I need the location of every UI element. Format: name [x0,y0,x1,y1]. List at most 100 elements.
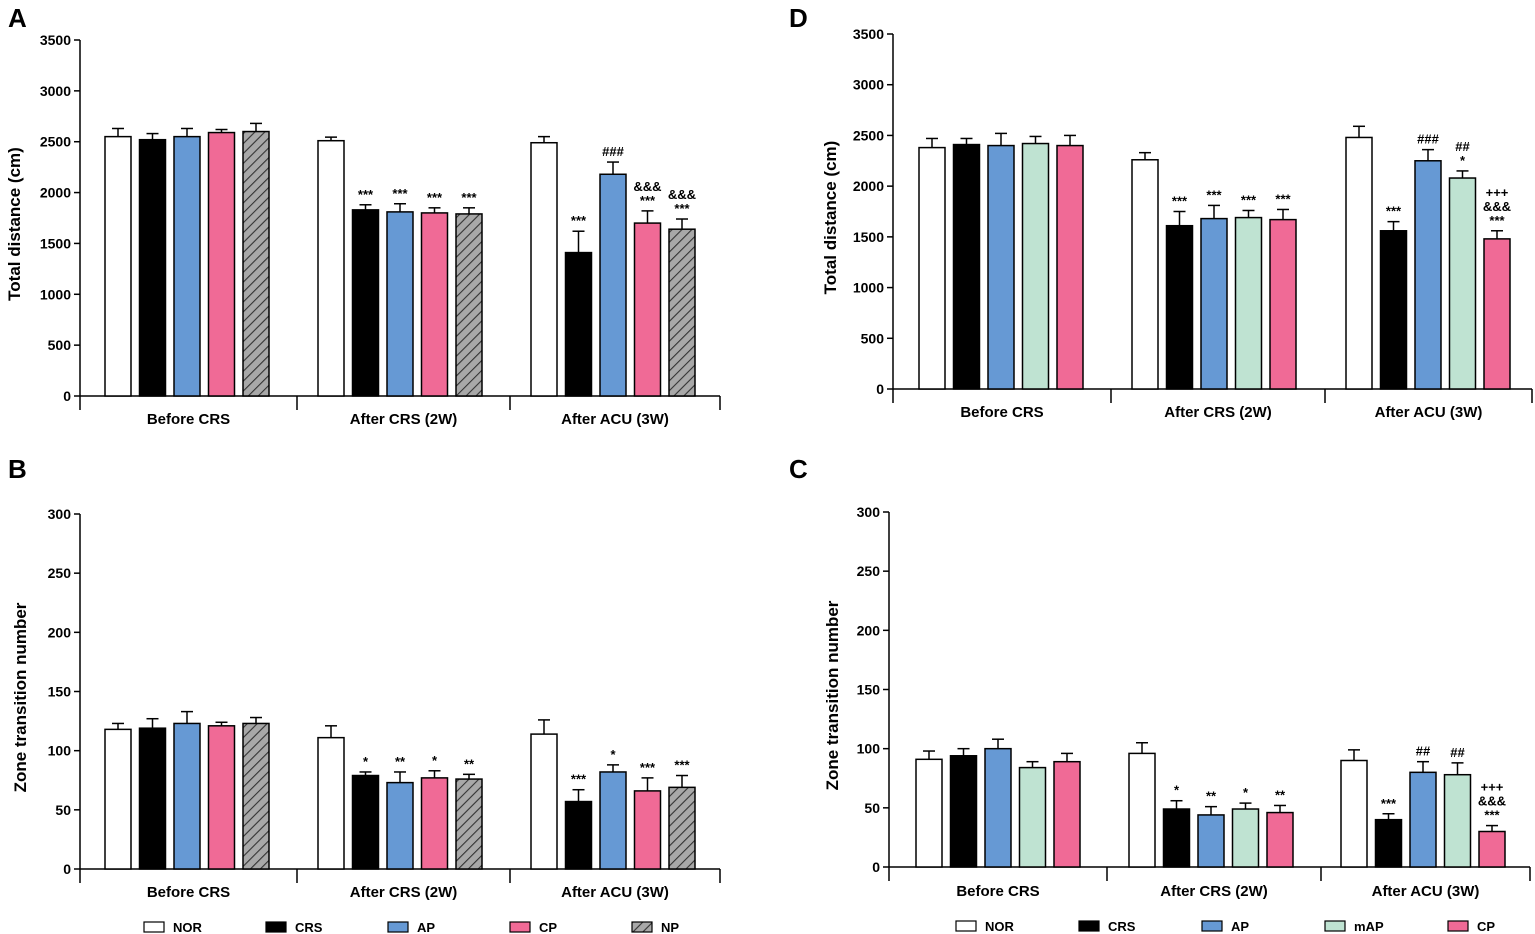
bar-nor [104,728,132,870]
bar-map [1448,177,1477,390]
significance-label: ** [1275,787,1286,802]
bar-nor [915,758,943,868]
bar-ap [599,173,627,397]
bar-ap [173,135,201,397]
y-tick-label: 0 [63,861,71,877]
legend-swatch-cp [1447,920,1469,932]
y-tick-label: 1500 [853,229,884,245]
legend-right: NOR CRS AP mAP CP [955,919,1495,934]
significance-label: *** [640,193,656,208]
significance-label: ### [1417,132,1439,147]
y-tick-label: 2500 [40,134,71,150]
legend-left: NOR CRS AP CP NP [143,920,679,934]
bar-ap [599,771,627,870]
bar-np [455,778,483,870]
bar-cp [633,790,662,870]
bar-ap [386,781,414,870]
significance-label: *** [1381,796,1397,811]
significance-label: +++ [1481,780,1504,795]
legend-label: CRS [295,920,323,934]
bar-cp [1478,830,1506,868]
legend-swatch-cp [509,921,531,933]
category-label: Before CRS [960,404,1043,421]
bar-np [668,228,696,397]
bar-cp [1483,238,1511,390]
bar-map [1443,773,1472,868]
legend-label: CP [539,920,557,934]
y-axis-label: Total distance (cm) [5,147,24,301]
category-label: Before CRS [147,884,230,901]
significance-label: *** [1206,187,1222,202]
y-tick-label: 300 [48,506,72,522]
category-label: After CRS (2W) [1160,883,1268,900]
y-tick-label: 3500 [40,32,71,48]
category-label: After ACU (3W) [1375,404,1483,421]
y-tick-label: 150 [857,682,881,698]
panel-letter: A [8,3,27,33]
bar-map [1231,808,1260,868]
bar-map [1018,766,1047,868]
significance-label: ### [602,144,624,159]
significance-label: *** [1489,213,1505,228]
bar-nor [530,141,558,397]
significance-label: ** [1206,789,1217,804]
bar-crs [351,209,380,397]
significance-label: &&& [668,187,696,202]
bar-cp [420,777,449,870]
legend-swatch-crs [1078,920,1100,932]
y-tick-label: 100 [857,741,881,757]
bar-nor [1340,759,1368,868]
bar-nor [530,733,558,870]
bar-crs [949,755,978,868]
bar-cp [207,725,236,870]
significance-label: ## [1416,744,1431,759]
significance-label: * [1460,153,1466,168]
legend-label: NOR [173,920,203,934]
category-label: After CRS (2W) [350,411,458,428]
bar-np [668,786,696,870]
y-tick-label: 3000 [40,83,71,99]
category-label: Before CRS [147,411,230,428]
y-tick-label: 1000 [40,286,71,302]
y-tick-label: 2000 [40,185,71,201]
legend-label: AP [417,920,435,934]
legend-swatch-np [631,921,653,933]
panel-b: B 0 50 100 150 200 250 300 Zone transition numbe… [8,454,721,901]
bar-cp [1053,760,1081,868]
legend-label: CP [1477,919,1495,934]
bar-crs [138,727,167,870]
bar-nor [104,135,132,397]
significance-label: *** [461,190,477,205]
bar-map [1021,142,1050,390]
significance-label: * [1174,783,1180,798]
significance-label: ## [1450,745,1465,760]
legend-swatch-nor [955,920,977,932]
significance-label: *** [1172,194,1188,209]
legend-swatch-ap [387,921,409,933]
significance-label: *** [1275,191,1291,206]
significance-label: *** [427,190,443,205]
significance-label: *** [571,213,587,228]
y-axis-label: Zone transition number [823,600,842,790]
bar-np [242,130,270,397]
category-label: After CRS (2W) [1164,404,1272,421]
panel-c: C 0 50 100 150 200 250 300 Zone transition numbe… [789,454,1531,900]
bar-crs [952,143,981,390]
y-tick-label: 500 [48,337,72,353]
significance-label: *** [571,772,587,787]
bar-ap [386,211,414,397]
significance-label: *** [358,187,374,202]
significance-label: *** [392,186,408,201]
bar-nor [1345,136,1373,390]
bar-cp [1056,144,1084,390]
bar-cp [633,222,662,397]
bar-cp [1266,811,1294,868]
category-label: After CRS (2W) [350,884,458,901]
legend-label: NP [661,920,679,934]
legend-label: CRS [1108,919,1136,934]
bar-crs [564,800,593,870]
y-tick-label: 250 [857,563,881,579]
bar-ap [1200,217,1228,390]
y-tick-label: 500 [861,330,885,346]
bar-ap [987,144,1015,390]
